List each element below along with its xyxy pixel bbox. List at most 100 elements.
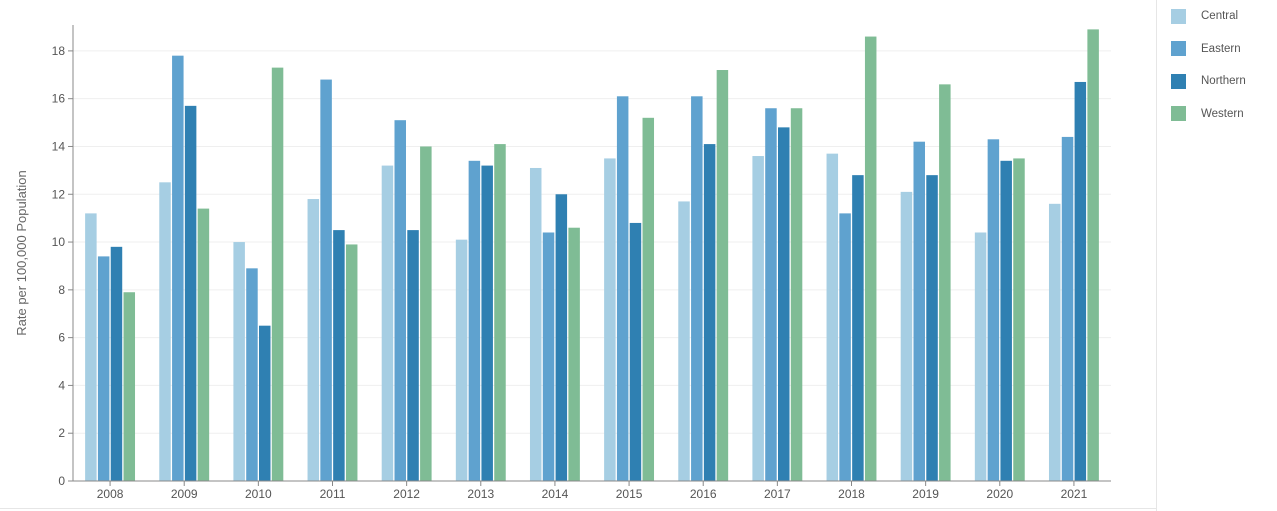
x-tick-label: 2011 (320, 487, 346, 501)
bar-eastern (97, 256, 110, 481)
bar-northern (110, 246, 123, 481)
bar-chart: 0 2 4 6 8 10 12 14 16 18 2008 2009 2010 2011 2012 2013… (14, 25, 1111, 501)
bar-northern (1000, 160, 1012, 481)
y-axis-ticks: 0 2 4 6 8 10 12 14 16 18 (52, 44, 73, 488)
bar-eastern (691, 96, 703, 481)
bar-central (307, 199, 320, 481)
y-tick-label: 8 (58, 283, 65, 297)
bar-eastern (246, 268, 258, 481)
x-tick-label: 2015 (616, 487, 643, 501)
bar-eastern (542, 232, 555, 481)
bar-western (1013, 158, 1025, 481)
y-tick-label: 14 (52, 139, 66, 153)
bar-eastern (913, 141, 925, 481)
bar-eastern (616, 96, 629, 481)
bar-central (604, 158, 616, 481)
x-tick-label: 2012 (393, 487, 420, 501)
x-tick-label: 2020 (986, 487, 1013, 501)
x-tick-label: 2014 (542, 487, 569, 501)
y-tick-label: 16 (52, 92, 66, 106)
legend-item-eastern[interactable]: Eastern (1171, 41, 1241, 57)
bar-western (1087, 29, 1099, 482)
bar-western (939, 84, 951, 482)
bar-eastern (1061, 136, 1074, 482)
bar-eastern (172, 55, 184, 482)
x-tick-label: 2018 (838, 487, 865, 501)
y-tick-label: 2 (58, 426, 65, 440)
legend-label: Eastern (1201, 42, 1241, 55)
y-axis-title: Rate per 100,000 Population (14, 170, 29, 336)
x-tick-label: 2021 (1061, 487, 1088, 501)
bar-western (271, 67, 284, 481)
bar-eastern (320, 79, 332, 481)
legend-item-western[interactable]: Western (1171, 106, 1244, 122)
bar-northern (852, 175, 864, 481)
bars (85, 29, 1099, 482)
bar-northern (555, 194, 568, 481)
bar-central (529, 167, 542, 481)
bar-northern (1074, 81, 1087, 482)
bar-central (381, 165, 394, 481)
bar-northern (926, 175, 938, 481)
bar-central (1048, 203, 1061, 482)
y-tick-label: 4 (58, 378, 65, 392)
bar-western (494, 144, 506, 481)
legend: Central Eastern Northern Western (1156, 0, 1277, 511)
x-tick-label: 2017 (764, 487, 791, 501)
bar-northern (703, 144, 716, 481)
x-tick-label: 2009 (171, 487, 198, 501)
bar-eastern (765, 108, 777, 482)
legend-item-northern[interactable]: Northern (1171, 73, 1246, 89)
x-tick-label: 2013 (467, 487, 494, 501)
bar-central (159, 182, 171, 481)
bar-northern (184, 105, 197, 481)
bar-northern (259, 325, 271, 481)
bar-central (233, 242, 245, 481)
legend-swatch (1171, 41, 1186, 56)
bar-northern (629, 222, 642, 482)
bar-eastern (987, 139, 1000, 481)
gridlines (73, 50, 1111, 434)
bar-central (85, 213, 97, 481)
bar-central (900, 191, 913, 481)
x-tick-label: 2010 (245, 487, 272, 501)
bar-western (568, 227, 580, 481)
bar-northern (481, 165, 493, 481)
bar-central (752, 156, 764, 481)
bar-northern (778, 127, 790, 481)
y-tick-label: 12 (52, 187, 66, 201)
bar-western (420, 146, 432, 481)
bar-northern (333, 230, 345, 481)
bar-western (790, 108, 803, 482)
y-tick-label: 10 (52, 235, 66, 249)
bar-central (678, 201, 690, 481)
legend-swatch (1171, 73, 1186, 89)
legend-label: Northern (1201, 75, 1246, 87)
legend-label: Central (1201, 10, 1239, 22)
bar-eastern (468, 160, 481, 481)
bar-western (716, 70, 729, 481)
y-tick-label: 18 (52, 44, 66, 58)
divider (0, 508, 1156, 509)
bar-eastern (394, 120, 406, 481)
y-tick-label: 6 (58, 331, 65, 345)
bar-western (345, 244, 358, 481)
axes (72, 25, 1111, 482)
y-tick-label: 0 (58, 474, 65, 488)
bar-eastern (839, 213, 851, 481)
x-axis-ticks: 2008 2009 2010 2011 2012 2013 2014 2015 2016 2017… (97, 481, 1088, 501)
x-tick-label: 2019 (912, 487, 939, 501)
legend-label: Western (1201, 107, 1244, 120)
legend-swatch (1171, 106, 1186, 121)
x-tick-label: 2016 (690, 487, 717, 501)
legend-item-central[interactable]: Central (1171, 8, 1238, 24)
bar-western (864, 36, 877, 482)
bar-central (455, 239, 468, 481)
bar-central (826, 153, 839, 482)
bar-western (123, 292, 136, 481)
bar-northern (407, 230, 419, 481)
bar-western (642, 117, 655, 482)
legend-swatch (1171, 8, 1186, 24)
x-tick-label: 2008 (97, 487, 124, 501)
bar-western (197, 208, 210, 481)
